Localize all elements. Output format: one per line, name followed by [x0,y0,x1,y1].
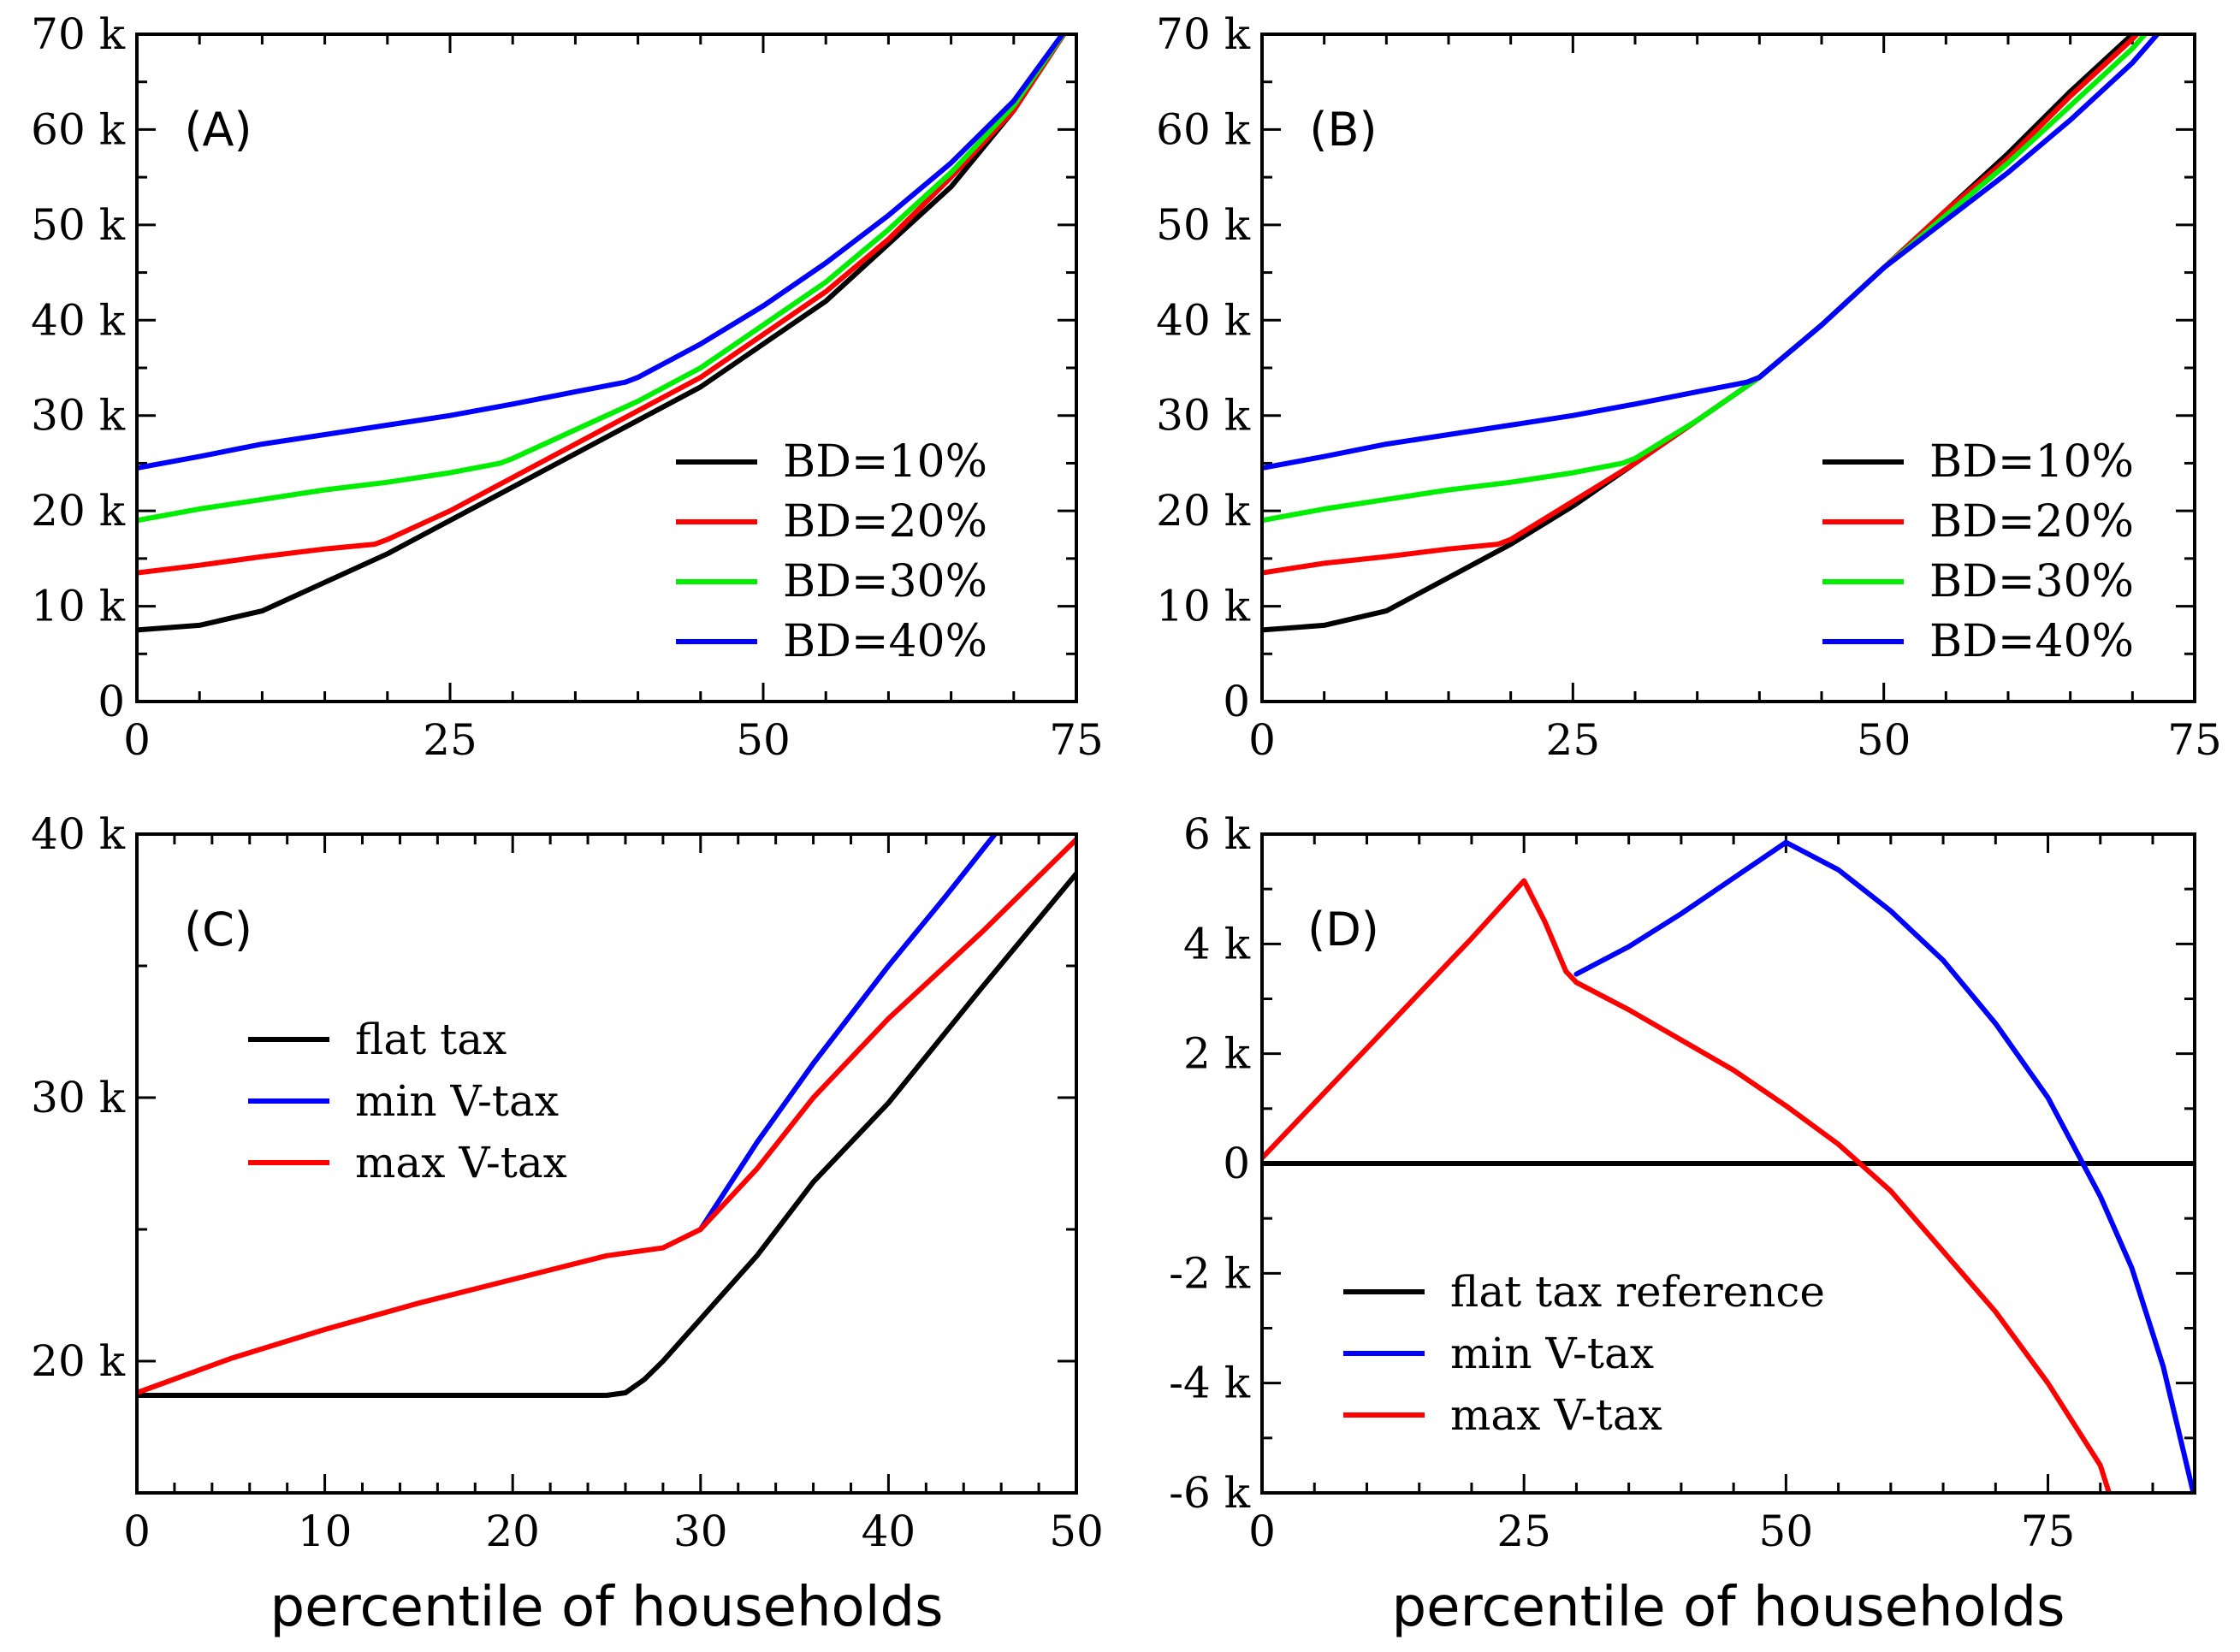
y-tick-label: 20 k [1156,486,1251,536]
y-tick-label: 70 k [1156,9,1251,59]
legend-entry: min V-tax [355,1076,559,1126]
panel-label: (C) [184,903,252,956]
y-tick-label: 20 k [31,486,126,536]
x-tick-label: 0 [123,715,151,765]
y-tick-label: 10 k [1156,582,1251,631]
legend-entry: BD=10% [1929,436,2134,488]
legend-entry: BD=10% [783,436,987,488]
y-tick-label: 40 k [31,295,126,345]
legend-entry: BD=20% [1929,496,2134,548]
x-tick-label: 75 [1049,715,1104,765]
x-tick-label: 25 [1496,1507,1551,1556]
panel-label: (B) [1309,103,1377,157]
panel-c: 0 10 20 30 40 50 20 k 30 k 40 k (C) percentile of … [31,809,1104,1639]
y-tick-label: 6 k [1183,809,1251,859]
x-tick-label: 10 [298,1507,353,1556]
y-tick-label: 60 k [1156,104,1251,154]
y-tick-label: 30 k [1156,391,1251,441]
y-tick-label: 0 [98,677,125,726]
y-tick-label: -2 k [1169,1248,1251,1298]
x-tick-label: 20 [485,1507,540,1556]
y-tick-label: 20 k [31,1336,126,1386]
x-tick-label: 25 [1546,715,1601,765]
y-tick-label: 50 k [1156,200,1251,250]
series-line-bd-30- [1262,34,2148,524]
y-tick-label: 50 k [31,200,126,250]
series-line-bd-40- [137,34,1066,471]
x-tick-label: 25 [423,715,477,765]
legend-entry: flat tax [355,1015,507,1064]
y-tick-label: -6 k [1169,1468,1251,1518]
x-tick-label: 0 [1248,1507,1276,1556]
x-tick-label: 0 [1248,715,1276,765]
x-tick-label: 0 [123,1507,151,1556]
legend-entry: BD=20% [783,496,987,548]
y-tick-label: 30 k [31,391,126,441]
panel-label: (D) [1307,903,1379,956]
series-line-min-v-tax [1573,839,2195,1493]
x-tick-label: 75 [2167,715,2222,765]
x-tick-label: 30 [673,1507,728,1556]
series-line-bd-10- [137,34,1067,633]
y-tick-label: 30 k [31,1073,126,1122]
y-tick-label: -4 k [1169,1359,1251,1408]
x-axis-label: percentile of households [270,1576,944,1639]
panel-a-legend: BD=10% BD=20% BD=30% BD=40% [676,436,987,667]
series-line-bd-20- [137,34,1067,576]
y-tick-label: 4 k [1183,919,1251,968]
y-tick-label: 0 [1223,1139,1250,1188]
panel-b: 0 25 50 75 0 10 k 20 k 30 k 40 k 50 k 60 k 70 k (B) B… [1156,9,2222,765]
x-tick-label: 50 [1759,1507,1814,1556]
series-line-bd-20- [1262,34,2141,576]
x-tick-label: 50 [1049,1507,1104,1556]
panel-d-legend: flat tax reference min V-tax max V-tax [1343,1267,1825,1440]
panel-label: (A) [184,103,252,157]
panel-d-frame [1260,832,2196,1495]
panel-b-frame [1260,33,2196,703]
y-tick-label: 10 k [31,582,126,631]
series-line-flat-tax [137,871,1076,1398]
legend-entry: min V-tax [1450,1329,1654,1378]
y-tick-label: 70 k [31,9,126,59]
y-tick-label: 0 [1223,677,1250,726]
series-line-max-v-tax [1262,878,2113,1493]
legend-entry: max V-tax [1450,1390,1662,1440]
y-tick-label: 40 k [1156,295,1251,345]
legend-entry: max V-tax [355,1138,567,1187]
x-tick-label: 40 [862,1507,916,1556]
series-line-bd-30- [137,34,1067,524]
legend-entry: BD=40% [1929,616,2134,667]
x-tick-label: 75 [2021,1507,2076,1556]
panel-c-frame [135,832,1078,1495]
panel-b-legend: BD=10% BD=20% BD=30% BD=40% [1822,436,2134,667]
legend-entry: BD=40% [783,616,987,667]
y-tick-label: 2 k [1183,1029,1251,1079]
series-line-min-v-tax [697,834,999,1232]
x-tick-label: 50 [736,715,791,765]
series-line-bd-40- [1262,34,2161,471]
x-tick-label: 50 [1857,715,1911,765]
panel-a-frame [135,33,1078,703]
series-line-max-v-tax [137,837,1076,1395]
legend-entry: BD=30% [1929,556,2134,607]
legend-entry: BD=30% [783,556,987,607]
legend-entry: flat tax reference [1450,1267,1825,1317]
panel-d: 0 25 50 75 -6 k -4 k -2 k 0 2 k 4 k 6 k (D) percenti… [1169,809,2196,1639]
panel-c-legend: flat tax min V-tax max V-tax [248,1015,567,1187]
y-tick-label: 60 k [31,104,126,154]
x-axis-label: percentile of households [1392,1576,2065,1639]
y-tick-label: 40 k [31,809,126,859]
panel-a: 0 25 50 75 0 10 k 20 k 30 k 40 k 50 k 60 k 70 k (A) B… [31,9,1104,765]
